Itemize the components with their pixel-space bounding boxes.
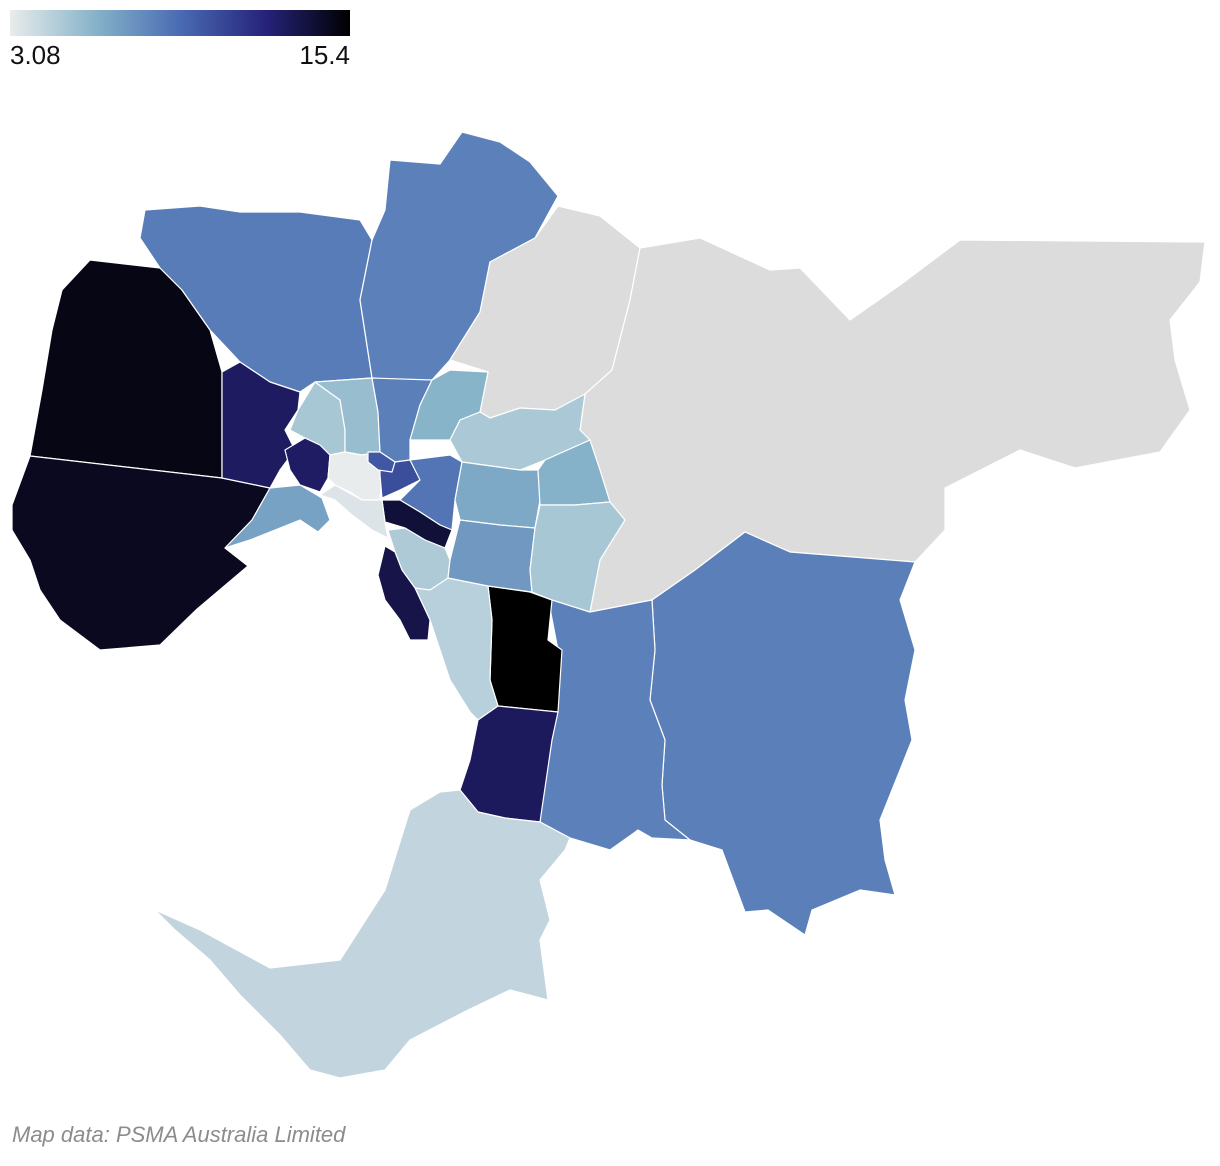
region-whitehorse[interactable] bbox=[454, 461, 541, 529]
region-cardinia[interactable] bbox=[649, 531, 916, 936]
region-hobsons-bay[interactable] bbox=[224, 484, 331, 549]
region-monash[interactable] bbox=[447, 519, 536, 593]
region-greater-dandenong[interactable] bbox=[487, 585, 563, 713]
legend-labels: 3.08 15.4 bbox=[10, 40, 350, 72]
legend-max-label: 15.4 bbox=[299, 40, 350, 70]
region-bayside[interactable] bbox=[377, 545, 431, 641]
region-kingston[interactable] bbox=[414, 577, 499, 721]
region-knox[interactable] bbox=[529, 501, 626, 613]
region-port-phillip[interactable] bbox=[319, 484, 389, 539]
region-wyndham[interactable] bbox=[11, 455, 271, 651]
legend-color-ramp bbox=[10, 10, 350, 36]
map-data-credit: Map data: PSMA Australia Limited bbox=[12, 1122, 346, 1147]
region-brimbank[interactable] bbox=[221, 361, 301, 489]
color-legend: 3.08 15.4 bbox=[10, 10, 350, 72]
legend-min-label: 3.08 bbox=[10, 40, 61, 70]
region-mornington-peninsula[interactable] bbox=[154, 789, 571, 1079]
region-yarra-ranges[interactable] bbox=[579, 237, 1206, 613]
region-yarra-inner[interactable] bbox=[367, 451, 396, 473]
region-stonnington[interactable] bbox=[381, 499, 453, 549]
